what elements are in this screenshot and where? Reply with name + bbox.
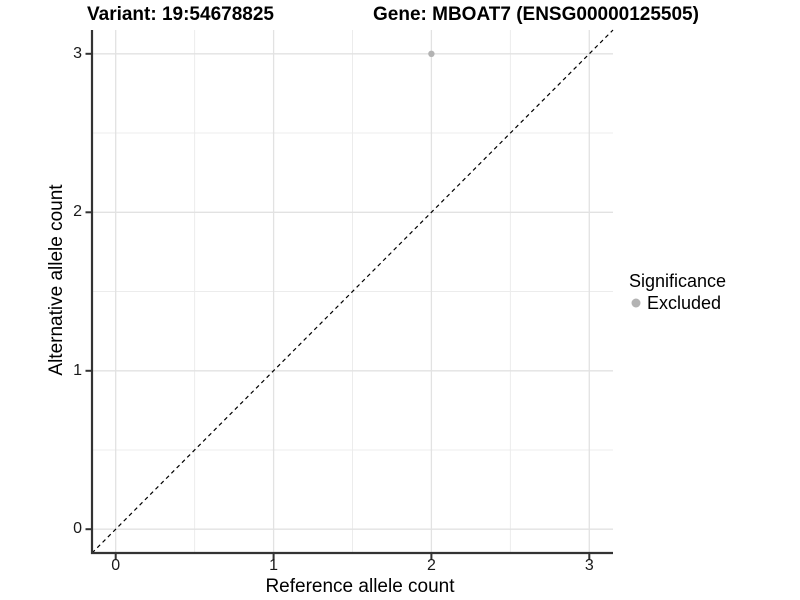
legend: Significance Excluded — [629, 271, 726, 313]
x-tick-label-3: 3 — [584, 557, 594, 574]
y-tick-label-2: 2 — [73, 203, 82, 221]
x-tick-label-0: 0 — [111, 557, 121, 574]
y-tick-label-3: 3 — [73, 44, 82, 62]
y-axis-title: Alternative allele count — [46, 184, 67, 376]
x-tick-label-1: 1 — [269, 557, 279, 574]
data-point-excluded — [428, 50, 435, 57]
axis-lines — [90, 30, 613, 555]
legend-entry-excluded: Excluded — [629, 293, 726, 313]
excluded-point-icon — [631, 298, 641, 308]
identity-dashed-line — [91, 29, 614, 554]
plot-title-variant: Variant: 19:54678825 — [87, 4, 274, 25]
y-tick-label-0: 0 — [73, 520, 82, 538]
x-axis-title: Reference allele count — [265, 576, 455, 597]
major-gridlines — [92, 30, 613, 553]
minor-gridlines — [92, 30, 613, 553]
legend-entry-label: Excluded — [647, 293, 722, 313]
x-tick-label-2: 2 — [426, 557, 436, 574]
y-tick-label-1: 1 — [73, 361, 82, 379]
legend-title: Significance — [629, 271, 727, 291]
plot-title-gene: Gene: MBOAT7 (ENSG00000125505) — [373, 4, 699, 25]
axis-tick-marks — [85, 52, 591, 560]
